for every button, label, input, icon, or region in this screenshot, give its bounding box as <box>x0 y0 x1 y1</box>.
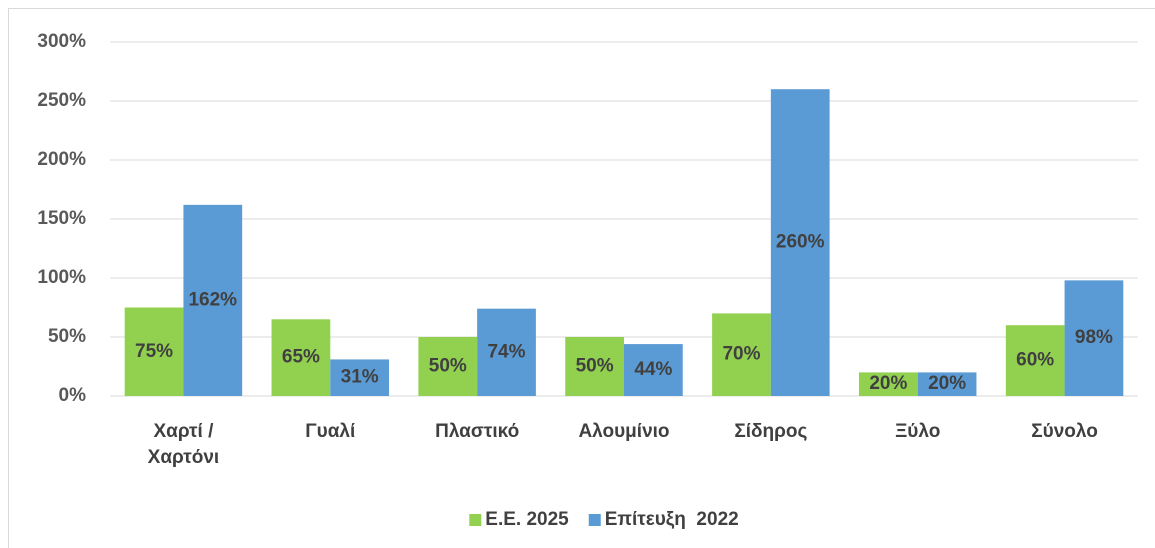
x-tick-label: Σίδηρος <box>734 421 808 442</box>
y-tick-label: 300% <box>37 31 86 52</box>
legend-marker <box>469 514 482 526</box>
data-label: 65% <box>282 347 320 368</box>
data-label: 50% <box>429 356 467 377</box>
bar <box>418 337 478 396</box>
x-tick-label: Σύνολο <box>1031 421 1098 442</box>
y-tick-label: 0% <box>59 385 87 406</box>
bar <box>183 204 243 396</box>
y-tick-label: 250% <box>37 90 86 111</box>
bar <box>712 313 771 396</box>
data-label: 70% <box>722 344 760 365</box>
bar <box>330 359 390 396</box>
data-label: 44% <box>634 359 672 380</box>
bar <box>124 307 184 396</box>
bar <box>917 372 977 396</box>
data-label: 60% <box>1016 350 1054 371</box>
y-tick-label: 50% <box>48 326 86 347</box>
x-tick-label: Ξύλο <box>895 421 941 442</box>
data-label: 50% <box>576 356 614 377</box>
data-label: 20% <box>869 373 907 394</box>
data-label: 74% <box>487 341 525 362</box>
data-label: 75% <box>135 341 173 362</box>
legend-label: Επίτευξη 2022 <box>605 509 739 530</box>
y-tick-label: 200% <box>37 149 86 170</box>
bar <box>565 337 624 396</box>
x-tick-label: Αλουμίνιο <box>578 421 670 442</box>
data-label: 260% <box>776 232 825 253</box>
y-tick-label: 100% <box>37 267 86 288</box>
bar <box>770 89 830 396</box>
bar <box>858 372 918 396</box>
chart-border <box>8 8 1155 548</box>
bar <box>477 308 536 396</box>
x-tick-label: Χαρτί / Χαρτόνι <box>147 421 220 468</box>
legend-label: Ε.Ε. 2025 <box>485 509 569 530</box>
data-label: 162% <box>188 289 237 310</box>
bar <box>1064 280 1124 396</box>
bar <box>624 344 683 396</box>
bar <box>1005 325 1065 396</box>
data-label: 31% <box>341 367 379 388</box>
x-tick-label: Πλαστικό <box>435 421 520 442</box>
y-tick-label: 150% <box>37 208 86 229</box>
x-tick-label: Γυαλί <box>305 421 356 442</box>
bar <box>271 319 331 396</box>
legend-marker <box>588 514 601 526</box>
data-label: 98% <box>1075 327 1113 348</box>
data-label: 20% <box>928 373 966 394</box>
